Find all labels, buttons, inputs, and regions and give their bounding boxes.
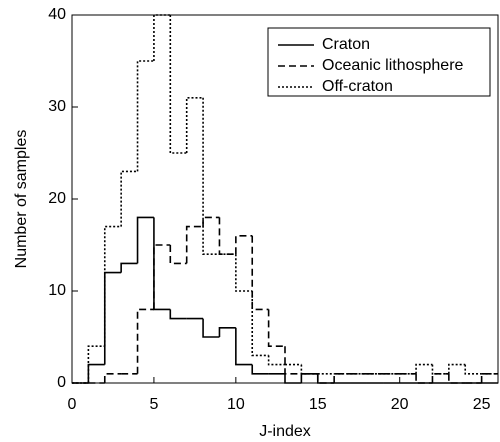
histogram-step	[103, 373, 122, 383]
y-tick-label: 0	[57, 374, 66, 391]
histogram-step	[136, 216, 154, 264]
histogram-step	[316, 373, 335, 384]
histogram-step	[169, 309, 187, 320]
x-axis-label: J-index	[259, 423, 311, 440]
histogram-step	[202, 97, 220, 255]
histogram-step	[448, 363, 466, 374]
x-tick-label: 5	[149, 396, 158, 413]
histogram-step	[267, 355, 285, 366]
legend-label: Oceanic lithosphere	[322, 57, 464, 74]
histogram-step	[333, 373, 351, 383]
histogram-step	[251, 235, 269, 311]
histogram-step	[153, 244, 171, 310]
histogram-step	[169, 15, 187, 154]
histogram-step	[87, 345, 105, 383]
y-tick-label: 10	[48, 282, 66, 299]
histogram-step	[120, 262, 138, 273]
histogram-step	[235, 254, 253, 292]
y-tick-label: 30	[48, 98, 66, 115]
histogram-step	[300, 364, 318, 375]
x-tick-label: 25	[473, 396, 491, 413]
y-tick-label: 40	[48, 6, 66, 23]
histogram-step	[480, 373, 498, 383]
histogram-step	[235, 235, 253, 255]
histogram-step	[251, 364, 269, 375]
histogram-step	[218, 217, 236, 255]
histogram-step	[120, 170, 138, 227]
histogram-step	[284, 373, 302, 384]
histogram-step	[267, 309, 285, 347]
histogram-step	[251, 291, 269, 357]
y-tick-label: 20	[48, 190, 66, 207]
histogram-step	[316, 373, 335, 384]
y-axis-label: Number of samples	[13, 130, 30, 269]
histogram-step	[136, 308, 154, 374]
histogram-step	[431, 373, 449, 383]
histogram-step	[202, 318, 220, 338]
histogram-step	[185, 225, 204, 264]
histogram-step	[415, 363, 433, 374]
histogram-step	[87, 363, 105, 383]
histogram-step	[169, 245, 187, 265]
x-tick-label: 20	[391, 396, 409, 413]
legend-label: Off-craton	[322, 78, 393, 95]
x-tick-label: 10	[227, 396, 245, 413]
histogram-step	[415, 373, 433, 384]
histogram-step	[218, 327, 236, 337]
histogram-step	[136, 60, 154, 172]
histogram-step	[431, 364, 449, 375]
legend-label: Craton	[322, 36, 370, 53]
histogram-step	[448, 373, 466, 384]
histogram-step	[153, 217, 171, 311]
histogram-step	[103, 271, 122, 365]
histogram-step	[300, 373, 318, 383]
histogram-step	[202, 216, 220, 227]
x-tick-label: 0	[68, 396, 77, 413]
histogram-step	[235, 327, 253, 366]
histogram-step	[153, 14, 171, 61]
x-tick-label: 15	[309, 396, 327, 413]
histogram-step	[185, 97, 204, 153]
legend-box	[267, 27, 491, 97]
histogram-step	[284, 346, 302, 375]
histogram-step	[464, 364, 482, 375]
histogram-step	[103, 225, 122, 347]
